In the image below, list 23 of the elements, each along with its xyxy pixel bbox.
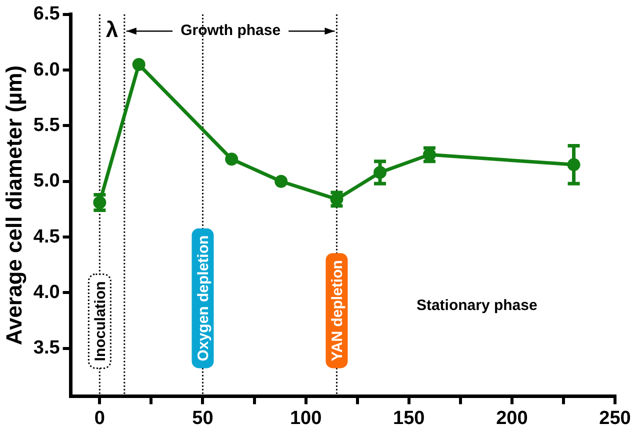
x-tick-label: 50 — [192, 408, 214, 429]
x-tick-label: 250 — [599, 408, 631, 429]
ref-line-label: Inoculation — [92, 281, 109, 362]
annotation: Stationary phase — [416, 297, 538, 314]
y-tick-label: 6.0 — [33, 59, 60, 80]
y-tick-label: 4.0 — [33, 282, 60, 303]
y-tick-label: 3.5 — [33, 338, 60, 359]
point — [132, 58, 146, 71]
y-axis-title: Average cell diameter (µm) — [1, 65, 26, 346]
annotation: Growth phase — [180, 22, 281, 40]
x-tick-label: 100 — [290, 408, 322, 429]
x-tick-label: 0 — [94, 408, 105, 429]
y-tick-label: 4.5 — [33, 226, 60, 248]
annotation: λ — [106, 17, 118, 42]
ref-line-label: YAN depletion — [328, 260, 346, 362]
point — [225, 152, 238, 166]
x-tick-label: 150 — [393, 408, 425, 429]
y-tick-label: 5.5 — [33, 114, 60, 136]
ref-line-label: Oxygen depletion — [194, 235, 212, 362]
y-tick-label: 5.0 — [33, 170, 60, 192]
point — [274, 174, 288, 188]
y-tick-label: 6.5 — [33, 4, 60, 25]
x-tick-label: 200 — [496, 408, 528, 429]
